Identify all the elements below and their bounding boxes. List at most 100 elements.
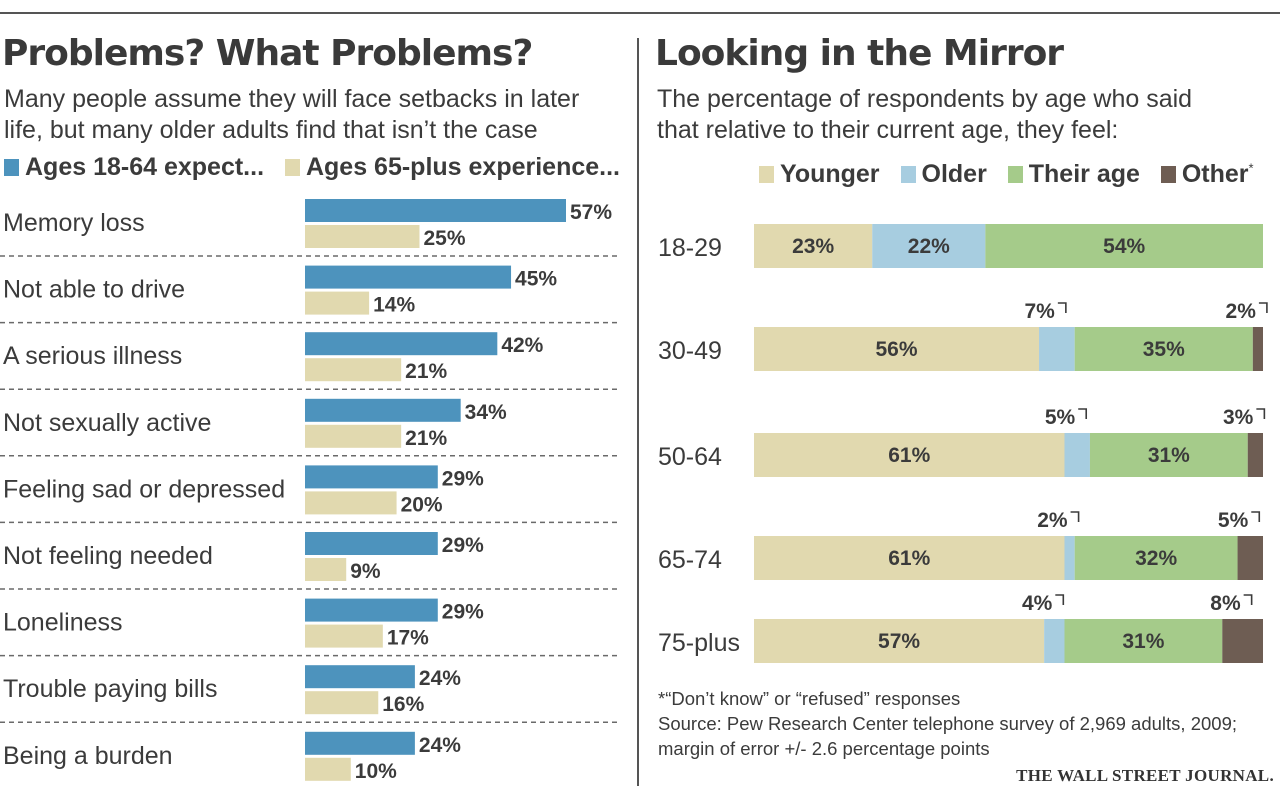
legend-swatch-experience bbox=[284, 159, 300, 176]
right-chart-title: Looking in the Mirror bbox=[655, 33, 1064, 74]
legend-swatch-older bbox=[900, 166, 916, 183]
value-younger-30-49: 56% bbox=[876, 338, 918, 361]
bar-experience-trouble-paying-bills bbox=[305, 691, 379, 715]
leader-other-50-64 bbox=[1256, 408, 1266, 419]
bar-expect-being-a-burden bbox=[305, 731, 415, 755]
category-label-not-feeling-needed: Not feeling needed bbox=[3, 542, 213, 570]
segment-other-30-49 bbox=[1252, 327, 1263, 371]
value-experience-a-serious-illness: 21% bbox=[405, 360, 447, 383]
category-label-loneliness: Loneliness bbox=[3, 609, 123, 637]
value-expect-being-a-burden: 24% bbox=[419, 734, 461, 757]
value-experience-not-feeling-needed: 9% bbox=[350, 560, 381, 583]
segment-their-age-75-plus bbox=[1064, 619, 1223, 663]
segment-younger-50-64 bbox=[754, 433, 1065, 477]
value-their-age-50-64: 31% bbox=[1148, 444, 1190, 467]
value-experience-trouble-paying-bills: 16% bbox=[382, 693, 424, 716]
age-label-75-plus: 75-plus bbox=[658, 629, 740, 657]
category-label-not-able-to-drive: Not able to drive bbox=[3, 276, 185, 304]
right-chart-subtitle-line2: that relative to their current age, they… bbox=[657, 116, 1119, 144]
segment-older-50-64 bbox=[1064, 433, 1090, 477]
bar-expect-loneliness bbox=[305, 598, 438, 622]
segment-their-age-50-64 bbox=[1089, 433, 1248, 477]
value-experience-being-a-burden: 10% bbox=[355, 760, 397, 783]
value-their-age-18-29: 54% bbox=[1103, 235, 1145, 258]
source-line2: margin of error +/- 2.6 percentage point… bbox=[658, 738, 990, 759]
bar-expect-not-able-to-drive bbox=[305, 265, 512, 289]
bar-expect-a-serious-illness bbox=[305, 332, 498, 356]
legend-label-other: Other bbox=[1181, 160, 1249, 188]
value-their-age-75-plus: 31% bbox=[1122, 630, 1164, 653]
source-line1: Source: Pew Research Center telephone su… bbox=[658, 713, 1237, 734]
leader-older-50-64 bbox=[1078, 408, 1088, 419]
bar-experience-feeling-sad-or-depressed bbox=[305, 491, 397, 515]
bar-expect-feeling-sad-or-depressed bbox=[305, 465, 438, 489]
legend-other-asterisk: * bbox=[1248, 160, 1254, 176]
bar-expect-memory-loss bbox=[305, 199, 566, 222]
age-label-18-29: 18-29 bbox=[658, 234, 722, 262]
segment-younger-30-49 bbox=[754, 327, 1040, 371]
left-bar-chart: Memory loss 57% 25% Not able to drive 45% 14%… bbox=[0, 199, 620, 783]
value-expect-trouble-paying-bills: 24% bbox=[419, 667, 461, 690]
bar-experience-not-able-to-drive bbox=[305, 291, 370, 315]
category-label-feeling-sad-or-depressed: Feeling sad or depressed bbox=[3, 475, 285, 503]
segment-their-age-18-29 bbox=[985, 224, 1263, 268]
left-chart-title: Problems? What Problems? bbox=[2, 33, 533, 74]
value-experience-not-able-to-drive: 14% bbox=[373, 294, 415, 317]
value-expect-feeling-sad-or-depressed: 29% bbox=[442, 467, 484, 490]
bar-experience-being-a-burden bbox=[305, 757, 351, 781]
legend-swatch-expect bbox=[4, 159, 19, 176]
legend-label-older: Older bbox=[921, 160, 987, 188]
outside-label-other-50-64: 3% bbox=[1223, 406, 1254, 429]
value-expect-not-able-to-drive: 45% bbox=[515, 268, 557, 291]
legend-swatch-other bbox=[1160, 166, 1176, 183]
publisher-credit: THE WALL STREET JOURNAL. bbox=[1016, 766, 1274, 785]
value-expect-a-serious-illness: 42% bbox=[501, 334, 543, 357]
age-label-65-74: 65-74 bbox=[658, 546, 722, 574]
panel-divider bbox=[637, 38, 639, 786]
outside-label-older-75-plus: 4% bbox=[1022, 592, 1053, 615]
bar-expect-not-sexually-active bbox=[305, 398, 461, 422]
bar-experience-not-feeling-needed bbox=[305, 558, 347, 581]
value-expect-not-feeling-needed: 29% bbox=[442, 534, 484, 557]
legend-swatch-their-age bbox=[1007, 166, 1023, 183]
value-expect-loneliness: 29% bbox=[442, 601, 484, 624]
outside-label-other-65-74: 5% bbox=[1218, 509, 1249, 532]
value-younger-75-plus: 57% bbox=[878, 630, 920, 653]
value-experience-feeling-sad-or-depressed: 20% bbox=[401, 493, 443, 516]
segment-older-65-74 bbox=[1064, 536, 1075, 580]
category-label-trouble-paying-bills: Trouble paying bills bbox=[3, 675, 217, 703]
category-label-a-serious-illness: A serious illness bbox=[3, 342, 182, 370]
legend-label-their-age: Their age bbox=[1028, 160, 1140, 188]
legend-label-expect: Ages 18-64 expect... bbox=[25, 153, 265, 181]
outside-label-other-30-49: 2% bbox=[1226, 300, 1257, 323]
legend-label-experience: Ages 65-plus experience... bbox=[305, 153, 620, 181]
value-experience-loneliness: 17% bbox=[387, 627, 429, 650]
bar-experience-a-serious-illness bbox=[305, 358, 402, 382]
right-stacked-chart: 18-29 23% 22% 54% 30-49 56% 7% 35% 2% 50-64 61% 5% 3… bbox=[658, 224, 1268, 663]
outside-label-older-65-74: 2% bbox=[1037, 509, 1068, 532]
outside-label-older-50-64: 5% bbox=[1045, 406, 1076, 429]
segment-younger-75-plus bbox=[754, 619, 1045, 663]
legend-item-older: Older bbox=[900, 160, 987, 188]
legend-item-younger: Younger bbox=[759, 160, 880, 188]
segment-their-age-65-74 bbox=[1074, 536, 1238, 580]
value-their-age-30-49: 35% bbox=[1143, 338, 1185, 361]
value-expect-not-sexually-active: 34% bbox=[465, 401, 507, 424]
value-their-age-65-74: 32% bbox=[1135, 547, 1177, 570]
bar-expect-not-feeling-needed bbox=[305, 532, 438, 555]
bar-experience-loneliness bbox=[305, 624, 383, 648]
value-experience-memory-loss: 25% bbox=[423, 227, 465, 250]
category-label-memory-loss: Memory loss bbox=[3, 209, 145, 237]
segment-younger-18-29 bbox=[754, 224, 873, 268]
value-expect-memory-loss: 57% bbox=[570, 201, 612, 224]
value-younger-65-74: 61% bbox=[888, 547, 930, 570]
segment-other-75-plus bbox=[1222, 619, 1263, 663]
footnote: *“Don’t know” or “refused” responses bbox=[658, 688, 961, 709]
legend-item-other: Other* bbox=[1160, 160, 1254, 188]
age-label-30-49: 30-49 bbox=[658, 337, 722, 365]
leader-older-30-49 bbox=[1057, 302, 1067, 313]
bar-experience-memory-loss bbox=[305, 225, 420, 248]
legend-label-younger: Younger bbox=[780, 160, 880, 188]
outside-label-older-30-49: 7% bbox=[1024, 300, 1055, 323]
value-older-18-29: 22% bbox=[908, 235, 950, 258]
